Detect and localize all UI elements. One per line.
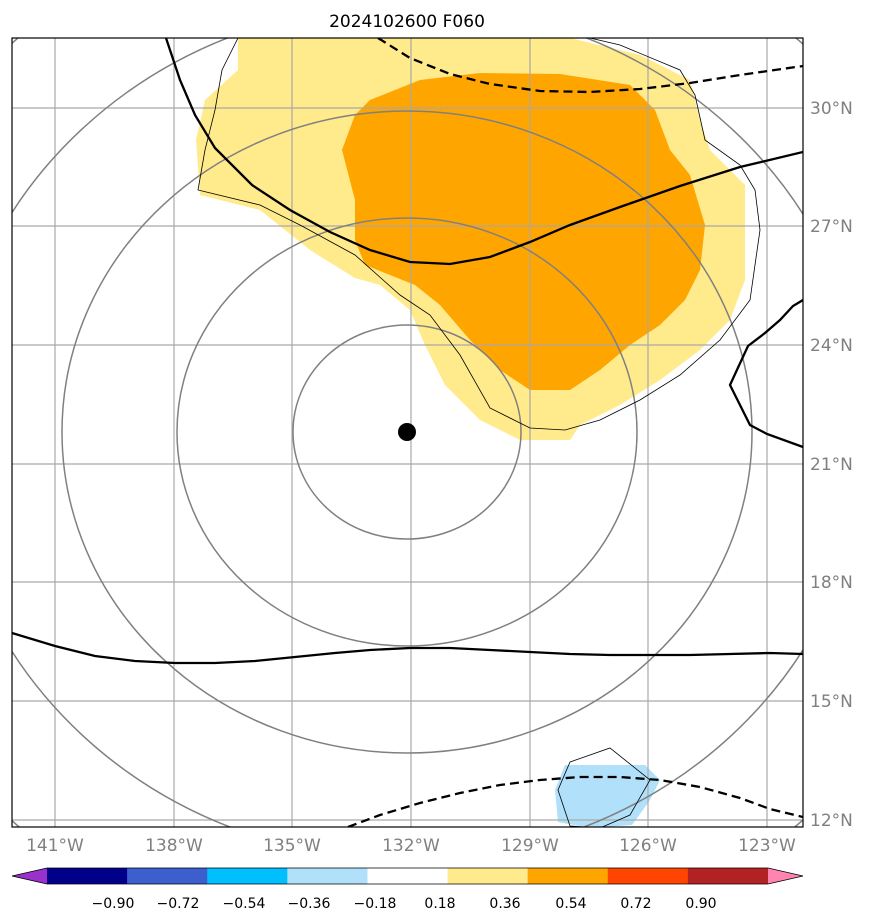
lon-label: 135°W: [263, 836, 321, 856]
colorbar-tick-label: 0.54: [555, 896, 586, 912]
longitude-labels: 141°W 138°W 135°W 132°W 129°W 126°W 123°…: [26, 836, 796, 856]
map-frame: [11, 37, 804, 828]
solid-contours: [12, 38, 803, 665]
lon-label: 138°W: [145, 836, 203, 856]
lon-label: 129°W: [501, 836, 559, 856]
colorbar-segment: [47, 868, 128, 884]
colorbar-labels: −0.90 −0.72 −0.54 −0.36 −0.18 0.18 0.36 …: [92, 896, 717, 912]
colorbar-tick-label: −0.90: [92, 896, 135, 912]
colorbar-tick-label: −0.36: [288, 896, 331, 912]
thin-contours: [197, 38, 761, 827]
dashed-contours: [347, 38, 803, 827]
colorbar-segment: [287, 868, 368, 884]
colorbar-outline: [11, 867, 804, 885]
positive-region: [342, 73, 705, 390]
colorbar-extend-low: [12, 868, 47, 884]
lat-label: 18°N: [810, 573, 853, 593]
lon-label: 132°W: [382, 836, 440, 856]
lon-label: 123°W: [738, 836, 796, 856]
storm-center-marker: [398, 423, 416, 441]
lat-label: 15°N: [810, 692, 853, 712]
colorbar-tick-label: 0.90: [685, 896, 716, 912]
colorbar-tick-label: 0.36: [489, 896, 520, 912]
colorbar-tick-label: 0.72: [620, 896, 651, 912]
lat-label: 12°N: [810, 811, 853, 831]
map-title: 2024102600 F060: [329, 12, 485, 32]
graticule: [12, 38, 803, 827]
colorbar-segment: [527, 868, 609, 884]
latitude-labels: 30°N 27°N 24°N 21°N 18°N 15°N 12°N: [810, 99, 853, 831]
colorbar-segment: [127, 868, 208, 884]
colorbar: [11, 867, 804, 885]
colorbar-extend-high: [768, 868, 803, 884]
colorbar-tick-label: 0.18: [424, 896, 455, 912]
colorbar-tick-label: −0.18: [354, 896, 397, 912]
light-negative-region: [555, 765, 660, 827]
lon-label: 126°W: [619, 836, 677, 856]
colorbar-segment: [207, 868, 288, 884]
lat-label: 21°N: [810, 455, 853, 475]
colorbar-segment: [607, 868, 689, 884]
lat-label: 24°N: [810, 336, 853, 356]
colorbar-segment: [367, 868, 449, 884]
colorbar-tick-label: −0.72: [157, 896, 200, 912]
colorbar-tick-label: −0.54: [223, 896, 266, 912]
lon-label: 141°W: [26, 836, 84, 856]
lat-label: 27°N: [810, 217, 853, 237]
colorbar-segment: [687, 868, 769, 884]
lat-label: 30°N: [810, 99, 853, 119]
colorbar-segment: [447, 868, 529, 884]
